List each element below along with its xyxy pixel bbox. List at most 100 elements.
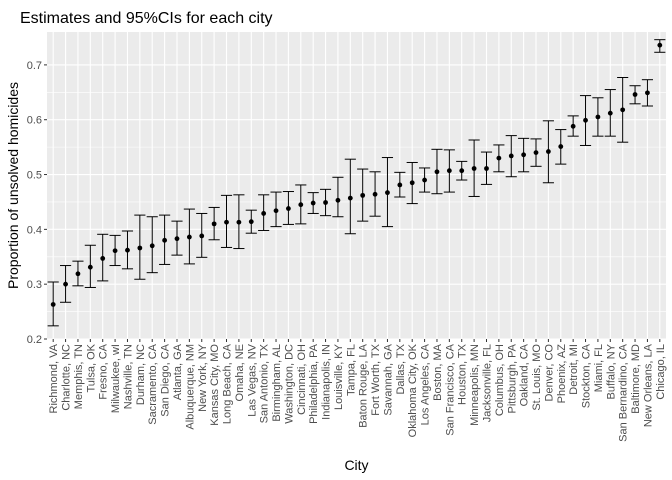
estimate-point: [323, 200, 328, 205]
estimate-point: [186, 234, 192, 240]
x-tick-label: Fort Worth, TX: [370, 343, 382, 415]
estimate-point: [50, 302, 56, 307]
x-tick-label: Dallas, TX: [395, 343, 407, 394]
x-tick-label: Philadelphia, PA: [308, 343, 320, 424]
x-tick-label: Milwaukee, wI: [110, 344, 122, 413]
estimate-point: [211, 221, 217, 227]
estimate-point: [372, 191, 378, 197]
x-tick-label: Savannah, GA: [382, 343, 394, 415]
estimate-point: [273, 208, 279, 214]
x-tick-label: Washington, DC: [283, 344, 295, 424]
x-tick-label: Kansas City, MO: [209, 344, 221, 426]
x-tick-label: Omaha, NE: [234, 344, 246, 401]
estimate-point: [657, 42, 663, 48]
chart-title: Estimates and 95%CIs for each city: [20, 10, 273, 27]
estimate-point: [521, 152, 527, 158]
estimate-point: [100, 256, 106, 261]
x-tick-label: Indianapolis, IN: [321, 344, 333, 420]
estimate-point: [583, 117, 588, 123]
estimate-point: [87, 264, 93, 270]
x-tick-label: Los Angeles, CA: [420, 343, 432, 425]
error-bar: [332, 176, 344, 218]
x-tick-label: New York, NY: [197, 343, 209, 412]
estimate-point: [459, 168, 465, 174]
x-tick-label: Las Vegas, NV: [246, 343, 258, 416]
y-tick-label: 0.3: [27, 279, 42, 291]
x-tick-label: San Diego, CA: [160, 343, 172, 416]
x-tick-label: Tampa, FL: [345, 344, 357, 396]
estimate-point: [545, 149, 551, 154]
estimate-point: [261, 211, 267, 216]
estimate-point: [347, 195, 353, 201]
minor-gridlines: [47, 92, 666, 312]
x-tick-label: Nashville, TN: [122, 344, 134, 409]
estimate-point: [75, 271, 81, 277]
x-tick-label: Denver, CO: [543, 344, 555, 402]
x-tick-label: Charlotte, NC: [61, 344, 73, 411]
y-tick-label: 0.4: [27, 224, 42, 236]
plot-panel: [47, 32, 666, 339]
estimate-point: [112, 248, 118, 254]
estimate-point: [63, 281, 68, 287]
estimate-point: [533, 150, 539, 156]
estimate-point: [397, 182, 403, 188]
x-tick-label: San Antonio, TX: [259, 343, 271, 423]
estimate-point: [286, 206, 291, 211]
x-tick-label: Stockton, CA: [581, 343, 593, 408]
estimate-point: [645, 90, 650, 96]
estimate-point: [149, 243, 155, 249]
x-tick-label: Oakland, CA: [519, 343, 531, 406]
estimate-point: [310, 200, 316, 206]
x-tick-label: Oklahoma City, OK: [407, 343, 419, 437]
x-axis-title: City: [344, 457, 368, 473]
x-tick-label: San Francisco, CA: [444, 343, 456, 435]
x-tick-label: Cincinnati, OH: [296, 344, 308, 415]
y-tick-label: 0.5: [27, 170, 42, 182]
y-tick-label: 0.7: [27, 60, 42, 72]
estimate-point: [335, 197, 341, 203]
y-tick-label: 0.6: [27, 115, 42, 127]
estimate-point: [446, 168, 452, 174]
x-tick-label: Detroit, MI: [568, 344, 580, 395]
estimate-point: [162, 237, 168, 243]
x-axis: Richmond, VA Charlotte, NC Memphis, TN Tuls…: [48, 339, 667, 442]
estimate-point: [422, 177, 427, 183]
estimate-point: [360, 192, 366, 198]
estimate-points: [50, 42, 663, 307]
x-tick-label: Chicago, IL: [655, 344, 667, 400]
estimate-point: [434, 169, 440, 175]
x-tick-label: Durham, NC: [135, 344, 147, 405]
estimate-point: [248, 219, 254, 225]
x-tick-label: Jacksonville, FL: [481, 344, 493, 422]
estimate-point: [174, 236, 180, 242]
estimate-point: [607, 110, 613, 116]
estimate-point: [471, 166, 477, 171]
x-tick-label: Houston, TX: [457, 343, 469, 405]
x-tick-label: Phoenix, AZ: [556, 344, 568, 404]
x-tick-label: Birmingham, AL: [271, 344, 283, 422]
x-tick-label: Fresno, CA: [98, 343, 110, 399]
x-tick-label: Albuquerque, NM: [184, 344, 196, 430]
estimate-point: [496, 155, 502, 161]
x-tick-label: Tulsa, OK: [85, 343, 97, 392]
estimate-point: [137, 245, 143, 251]
x-tick-label: Miami, FL: [593, 344, 605, 392]
x-tick-label: St. Louis, MO: [531, 344, 543, 411]
estimate-point: [595, 114, 601, 120]
estimate-point: [236, 219, 242, 225]
x-tick-label: Sacramento, CA: [147, 343, 159, 424]
estimate-point: [125, 247, 130, 253]
y-tick-label: 0.2: [27, 334, 42, 346]
estimate-point: [298, 202, 304, 208]
estimate-point: [632, 92, 638, 97]
estimate-point: [224, 219, 229, 225]
estimate-point: [409, 180, 415, 186]
estimate-point: [570, 123, 576, 129]
y-axis: 0.2 0.3 0.4 0.5 0.6 0.7: [27, 60, 47, 346]
estimate-point: [508, 153, 514, 159]
estimate-point: [385, 190, 390, 196]
x-tick-label: Baton Rouge, LA: [358, 343, 370, 427]
estimate-point: [199, 233, 205, 239]
x-tick-label: Boston, MA: [432, 343, 444, 401]
